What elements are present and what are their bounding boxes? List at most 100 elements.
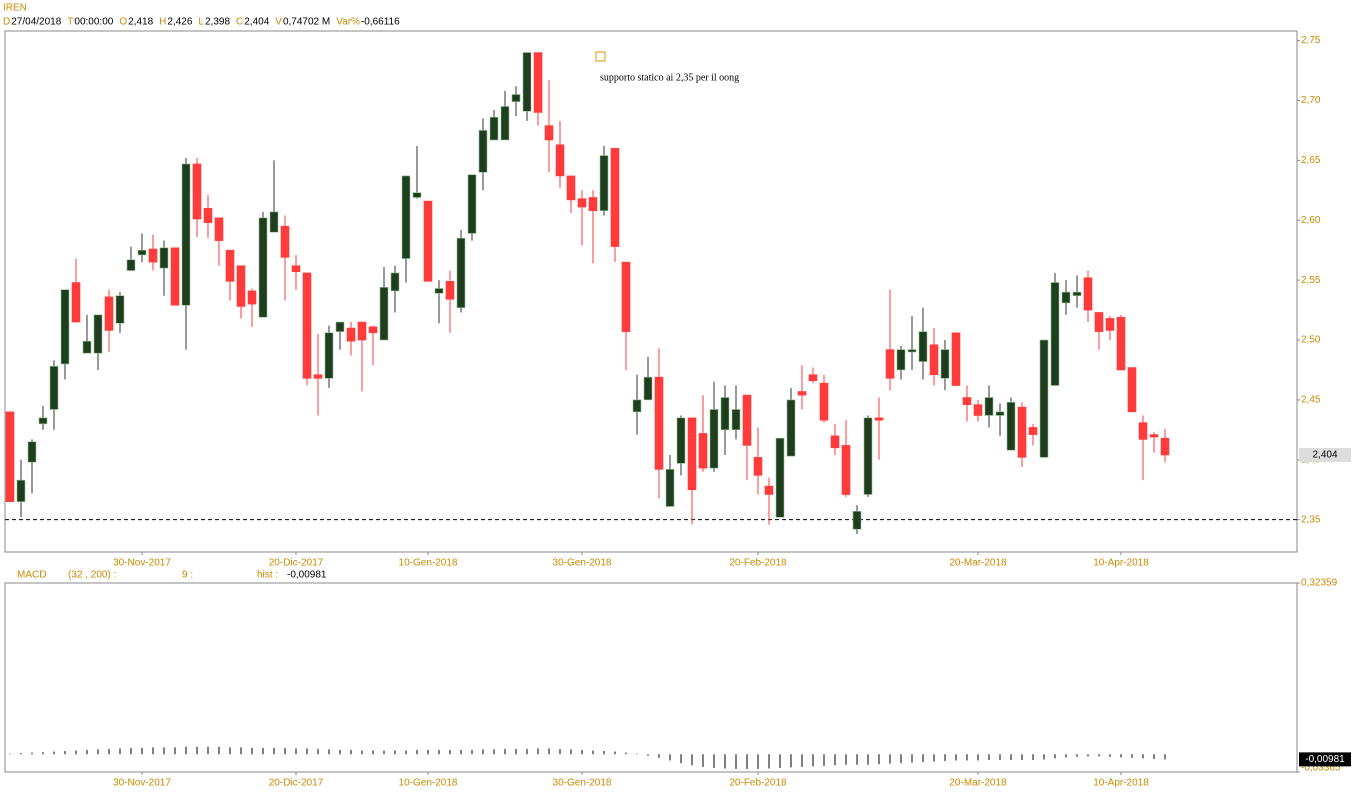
macd-title: MACD [17, 570, 46, 581]
candle-body [1160, 437, 1170, 456]
candle-body [654, 376, 664, 470]
x-tick-label: 20-Dic-2017 [269, 778, 324, 789]
candle-body [302, 272, 312, 379]
candle-body [544, 125, 554, 141]
field-value: 2,398 [205, 17, 230, 28]
y-tick-label: 2,45 [1301, 395, 1321, 406]
y-tick-label: 2,70 [1301, 95, 1321, 106]
candle-body [676, 417, 686, 464]
candle-body [390, 272, 400, 292]
field-key: V [275, 17, 282, 28]
macd-hist-value: -0,00981 [287, 570, 327, 581]
candle-body [258, 217, 268, 318]
candle-body [885, 349, 895, 379]
candle-body [709, 409, 719, 469]
price-panel [4, 30, 1298, 553]
candle-body [269, 211, 279, 233]
macd-param: (32 , 200) : [68, 570, 116, 581]
candle-body [27, 441, 37, 463]
candle-body [1006, 401, 1016, 451]
candle-body [1127, 367, 1137, 413]
candle-body [247, 290, 257, 305]
candle-body [511, 94, 521, 102]
candle-body [324, 332, 334, 379]
x-tick-label: 20-Mar-2018 [949, 778, 1007, 789]
candle-body [984, 397, 994, 416]
candle-body [753, 457, 763, 476]
candle-body [830, 435, 840, 449]
candle-body [225, 249, 235, 282]
candle-body [555, 144, 565, 177]
x-tick-label: 10-Gen-2018 [399, 558, 458, 569]
candle-body [478, 130, 488, 173]
candle-body [181, 163, 191, 306]
y-tick-label: 2,60 [1301, 215, 1321, 226]
candle-body [236, 265, 246, 307]
candle-body [720, 397, 730, 431]
candle-body [599, 155, 609, 211]
candle-body [632, 399, 642, 413]
symbol: IREN [3, 3, 27, 14]
field-key: T [67, 17, 73, 28]
candle-body [346, 327, 356, 342]
candle-body [38, 417, 48, 425]
candle-body [170, 247, 180, 306]
candle-body [1039, 339, 1049, 458]
x-tick-label: 10-Gen-2018 [399, 778, 458, 789]
y-tick-label: 2,50 [1301, 335, 1321, 346]
y-tick-label: -0,03365 [1301, 763, 1341, 774]
candle-body [764, 485, 774, 495]
candle-body [665, 469, 675, 507]
field-key: O [119, 17, 127, 28]
x-tick-label: 30-Nov-2017 [113, 558, 171, 569]
candle-body [104, 296, 114, 331]
candle-body [973, 404, 983, 416]
candle-body [566, 175, 576, 201]
candle-body [456, 237, 466, 308]
candle-body [49, 366, 59, 410]
x-tick-label: 30-Gen-2018 [553, 778, 612, 789]
candle-body [16, 479, 26, 502]
field-key: H [159, 17, 166, 28]
candle-body [1105, 318, 1115, 331]
last-price-box [1299, 447, 1351, 462]
last-value-label: -0,00981 [1305, 754, 1345, 765]
x-tick-label: 20-Mar-2018 [949, 558, 1007, 569]
candle-body [71, 282, 81, 323]
candle-body [401, 175, 411, 259]
candle-body [1017, 406, 1027, 458]
candle-body [907, 349, 917, 353]
field-value: 0,74702 M [283, 17, 330, 28]
candle-body [1083, 277, 1093, 311]
candle-body [291, 265, 301, 273]
candle-body [577, 198, 587, 208]
annotation: supporto statico ai 2,35 per il oong [600, 72, 739, 83]
field-key: Var% [336, 17, 360, 28]
candle-body [786, 399, 796, 457]
candle-body [445, 281, 455, 300]
candle-body [929, 344, 939, 376]
macd-param: 9 : [182, 570, 193, 581]
candle-body [951, 332, 961, 386]
x-tick-label: 10-Apr-2018 [1093, 778, 1149, 789]
candle-body [1149, 434, 1159, 438]
macd-param: hist : [257, 570, 278, 581]
candle-body [731, 409, 741, 431]
candle-body [896, 349, 906, 371]
candle-body [1116, 316, 1126, 371]
candle-body [588, 197, 598, 211]
candle-body [412, 192, 422, 198]
y-tick-label: 2,65 [1301, 155, 1321, 166]
candle-body [1028, 427, 1038, 435]
candle-body [775, 437, 785, 518]
candle-body [357, 321, 367, 341]
field-key: C [236, 17, 243, 28]
candle-body [797, 391, 807, 396]
field-key: D [3, 17, 10, 28]
candle-body [808, 374, 818, 382]
candle-body [379, 287, 389, 341]
candle-body [214, 217, 224, 241]
candle-body [698, 433, 708, 469]
